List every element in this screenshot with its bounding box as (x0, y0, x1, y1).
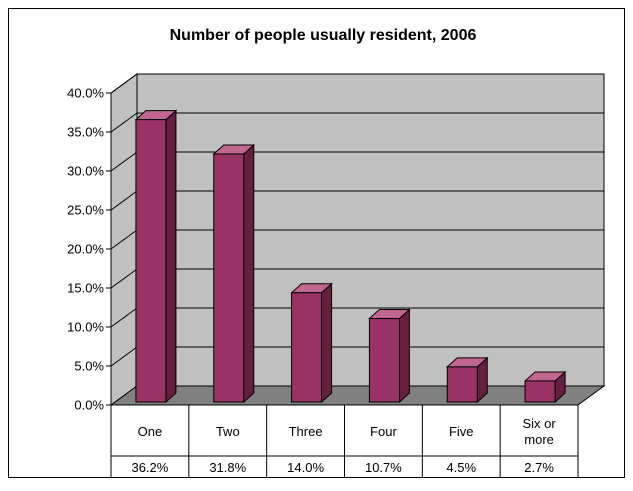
bar (524, 380, 556, 403)
gridline-side (110, 307, 138, 328)
gridline-side (110, 190, 138, 211)
y-tick-label: 15.0% (67, 281, 104, 296)
y-tick-label: 0.0% (74, 398, 104, 413)
data-label: 36.2% (131, 460, 168, 475)
bar-side (398, 308, 410, 404)
data-label: 2.7% (524, 460, 554, 475)
data-label: 14.0% (287, 460, 324, 475)
y-tick-label: 40.0% (67, 86, 104, 101)
y-tick-label: 25.0% (67, 203, 104, 218)
bar (446, 366, 478, 403)
bar (213, 153, 245, 403)
gridline-side (110, 112, 138, 133)
data-label: 4.5% (446, 460, 476, 475)
x-category-label: Four (370, 424, 397, 439)
bar (368, 318, 400, 403)
data-label: 10.7% (365, 460, 402, 475)
gridline-side (110, 346, 138, 367)
x-category-label: Two (216, 424, 240, 439)
gridline-side (110, 151, 138, 172)
gridline-side (110, 73, 138, 94)
x-category-label-line2: more (524, 432, 554, 447)
plot-area: 0.0% 5.0% 10.0% 15.0% 20.0% 25.0% 30.0% 35.0% 40… (67, 73, 606, 478)
x-category-label: Six or (522, 416, 556, 431)
data-label: 31.8% (209, 460, 246, 475)
bar-side (243, 143, 255, 404)
y-tick-label: 30.0% (67, 164, 104, 179)
bar (291, 292, 323, 403)
y-tick-label: 20.0% (67, 242, 104, 257)
x-category-label: Five (449, 424, 474, 439)
bar-side (321, 282, 333, 404)
gridline-side (110, 229, 138, 250)
y-tick-label: 35.0% (67, 125, 104, 140)
x-category-label: One (138, 424, 163, 439)
bar (135, 119, 167, 403)
bar-side (165, 109, 177, 404)
x-category-label: Three (289, 424, 323, 439)
y-tick-label: 10.0% (67, 320, 104, 335)
gridline-side (110, 268, 138, 289)
chart-title: Number of people usually resident, 2006 (170, 27, 477, 44)
y-tick-label: 5.0% (74, 359, 104, 374)
